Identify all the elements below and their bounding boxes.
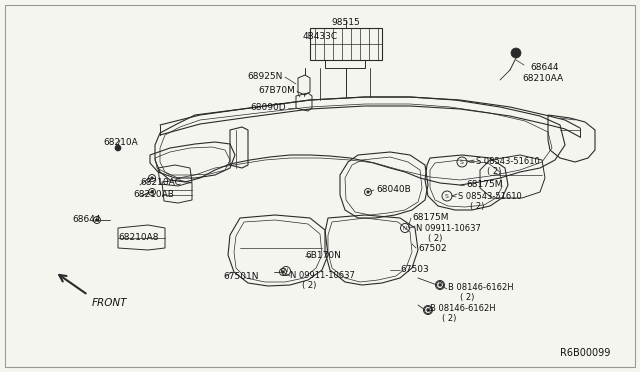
Text: N: N [284,269,288,273]
Text: 68175M: 68175M [466,180,502,189]
Text: S: S [460,160,464,164]
Text: N: N [403,225,407,231]
Text: S: S [445,193,449,199]
Text: B: B [438,282,442,288]
Text: 67B70M: 67B70M [258,86,295,95]
Text: 68644: 68644 [72,215,100,224]
Text: 68925N: 68925N [248,72,283,81]
Circle shape [151,177,153,179]
Text: N 09911-10637: N 09911-10637 [416,224,481,233]
Circle shape [367,191,369,193]
Text: B 08146-6162H: B 08146-6162H [448,283,514,292]
Circle shape [439,284,441,286]
Text: 68090D: 68090D [250,103,286,112]
Text: 6B170N: 6B170N [305,251,341,260]
Text: N 09911-10637: N 09911-10637 [290,271,355,280]
Text: R6B00099: R6B00099 [559,348,610,358]
Text: ( 2): ( 2) [428,234,442,243]
Text: ( 2): ( 2) [302,281,316,290]
Text: S 08543-51610: S 08543-51610 [476,157,540,166]
Text: 68175M: 68175M [412,213,449,222]
Text: S 08543-51610: S 08543-51610 [458,192,522,201]
Text: ( 2): ( 2) [442,314,456,323]
Text: 67503: 67503 [400,265,429,274]
Text: 68210AC: 68210AC [140,178,181,187]
Text: 68210AB: 68210AB [133,190,174,199]
Text: B: B [426,308,430,312]
Text: FRONT: FRONT [92,298,127,308]
Text: 4B433C: 4B433C [303,32,337,41]
Circle shape [151,191,153,193]
Circle shape [115,145,121,151]
Text: 67502: 67502 [418,244,447,253]
Text: 68210A8: 68210A8 [118,233,159,242]
Text: 68210AA: 68210AA [522,74,563,83]
Circle shape [96,219,98,221]
Circle shape [427,309,429,311]
Circle shape [282,271,284,273]
Text: ( 2): ( 2) [487,167,501,176]
Text: B 08146-6162H: B 08146-6162H [430,304,495,313]
Text: 98515: 98515 [332,18,360,27]
Text: 68040B: 68040B [376,185,411,194]
Text: ( 2): ( 2) [460,293,474,302]
Circle shape [511,48,521,58]
Text: ( 2): ( 2) [470,202,484,211]
Text: 68210A: 68210A [103,138,138,147]
Text: 68644: 68644 [530,63,559,72]
Text: 67501N: 67501N [223,272,259,281]
